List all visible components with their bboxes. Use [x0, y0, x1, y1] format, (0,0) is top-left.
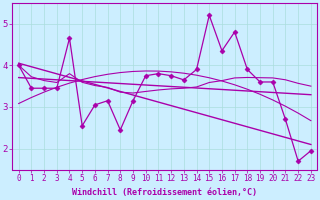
X-axis label: Windchill (Refroidissement éolien,°C): Windchill (Refroidissement éolien,°C) [72, 188, 257, 197]
